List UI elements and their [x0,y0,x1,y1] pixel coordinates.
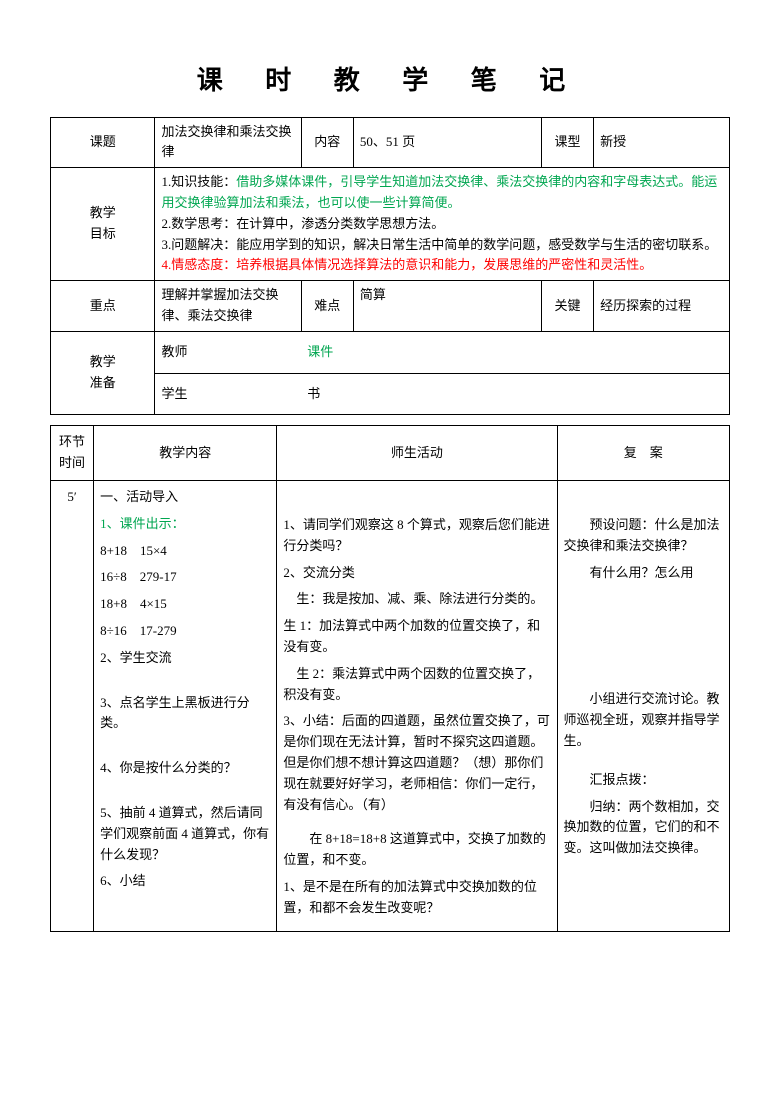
tc-7: 6、小结 [100,871,270,892]
content-label: 内容 [301,117,353,168]
col-content-header: 教学内容 [94,426,277,481]
rc-2: 有什么用？怎么用 [564,563,723,584]
goal2: 2.数学思考：在计算中，渗透分类数学思想方法。 [161,214,723,235]
tc-6: 5、抽前 4 道算式，然后请同学们观察前面 4 道算式，你有什么发现？ [100,803,270,865]
goal4-text: 培养根据具体情况选择算法的意识和能力，发展思维的严密性和灵活性。 [236,257,652,272]
ac-8: 1、是不是在所有的加法算式中交换加数的位置，和都不会发生改变呢？ [283,877,550,919]
goal4-prefix: 4.情感态度： [161,257,236,272]
topic-label: 课题 [51,117,155,168]
tc-e4: 8÷16 17-279 [100,621,270,642]
prepare-label: 教学 准备 [51,331,155,415]
tc-e3: 18+8 4×15 [100,594,270,615]
goal1-prefix: 1.知识技能： [161,174,236,189]
content-table: 环节 时间 教学内容 师生活动 复 案 5′ 一、活动导入 1、课件出示： 8+… [50,425,730,931]
type-label: 课型 [541,117,593,168]
goals-label: 教学 目标 [51,168,155,281]
teacher-label: 教师 [155,331,301,373]
col-activity-header: 师生活动 [277,426,557,481]
tc-4: 3、点名学生上黑板进行分类。 [100,693,270,735]
rc-4: 汇报点拨： [564,770,723,791]
difficulty-value: 简算 [353,281,541,332]
ac-4: 生 1：加法算式中两个加数的位置交换了，和没有变。 [283,616,550,658]
tc-1: 一、活动导入 [100,487,270,508]
time-cell: 5′ [51,480,94,931]
ac-7: 在 8+18=18+8 这道算式中，交换了加数的位置，和不变。 [283,829,550,871]
lesson-table: 课题 加法交换律和乘法交换律 内容 50、51 页 课型 新授 教学 目标 1.… [50,117,730,416]
tc-e2: 16÷8 279-17 [100,567,270,588]
rc-1: 预设问题：什么是加法交换律和乘法交换律？ [564,515,723,557]
teacher-value: 课件 [301,331,729,373]
tc-2: 1、课件出示： [100,514,270,535]
ac-2: 2、交流分类 [283,563,550,584]
ac-3: 生：我是按加、减、乘、除法进行分类的。 [283,589,550,610]
tc-5: 4、你是按什么分类的？ [100,758,270,779]
tc-e1: 8+18 15×4 [100,541,270,562]
student-label: 学生 [155,373,301,415]
keypoint-value: 理解并掌握加法交换律、乘法交换律 [155,281,301,332]
goal3: 3.问题解决：能应用学到的知识，解决日常生活中简单的数学问题，感受数学与生活的密… [161,235,723,256]
goal1-text: 借助多媒体课件，引导学生知道加法交换律、乘法交换律的内容和字母表达式。能运用交换… [161,174,717,210]
page-title: 课 时 教 学 笔 记 [50,60,730,102]
ac-6: 3、小结：后面的四道题，虽然位置交换了，可是你们现在无法计算，暂时不探究这四道题… [283,711,550,815]
review-content: 预设问题：什么是加法交换律和乘法交换律？ 有什么用？怎么用 小组进行交流讨论。教… [557,480,729,931]
type-value: 新授 [594,117,730,168]
content-value: 50、51 页 [353,117,541,168]
col-time-header: 环节 时间 [51,426,94,481]
topic-value: 加法交换律和乘法交换律 [155,117,301,168]
col-review-header: 复 案 [557,426,729,481]
goals-content: 1.知识技能：借助多媒体课件，引导学生知道加法交换律、乘法交换律的内容和字母表达… [155,168,730,281]
student-value: 书 [301,373,729,415]
key-label: 关键 [541,281,593,332]
activity-content: 1、请同学们观察这 8 个算式，观察后您们能进行分类吗？ 2、交流分类 生：我是… [277,480,557,931]
key-value: 经历探索的过程 [594,281,730,332]
teaching-content: 一、活动导入 1、课件出示： 8+18 15×4 16÷8 279-17 18+… [94,480,277,931]
keypoint-label: 重点 [51,281,155,332]
tc-3: 2、学生交流 [100,648,270,669]
ac-1: 1、请同学们观察这 8 个算式，观察后您们能进行分类吗？ [283,515,550,557]
difficulty-label: 难点 [301,281,353,332]
ac-5: 生 2：乘法算式中两个因数的位置交换了，积没有变。 [283,664,550,706]
rc-3: 小组进行交流讨论。教师巡视全班，观察并指导学生。 [564,689,723,751]
rc-5: 归纳：两个数相加，交换加数的位置，它们的和不变。这叫做加法交换律。 [564,797,723,859]
